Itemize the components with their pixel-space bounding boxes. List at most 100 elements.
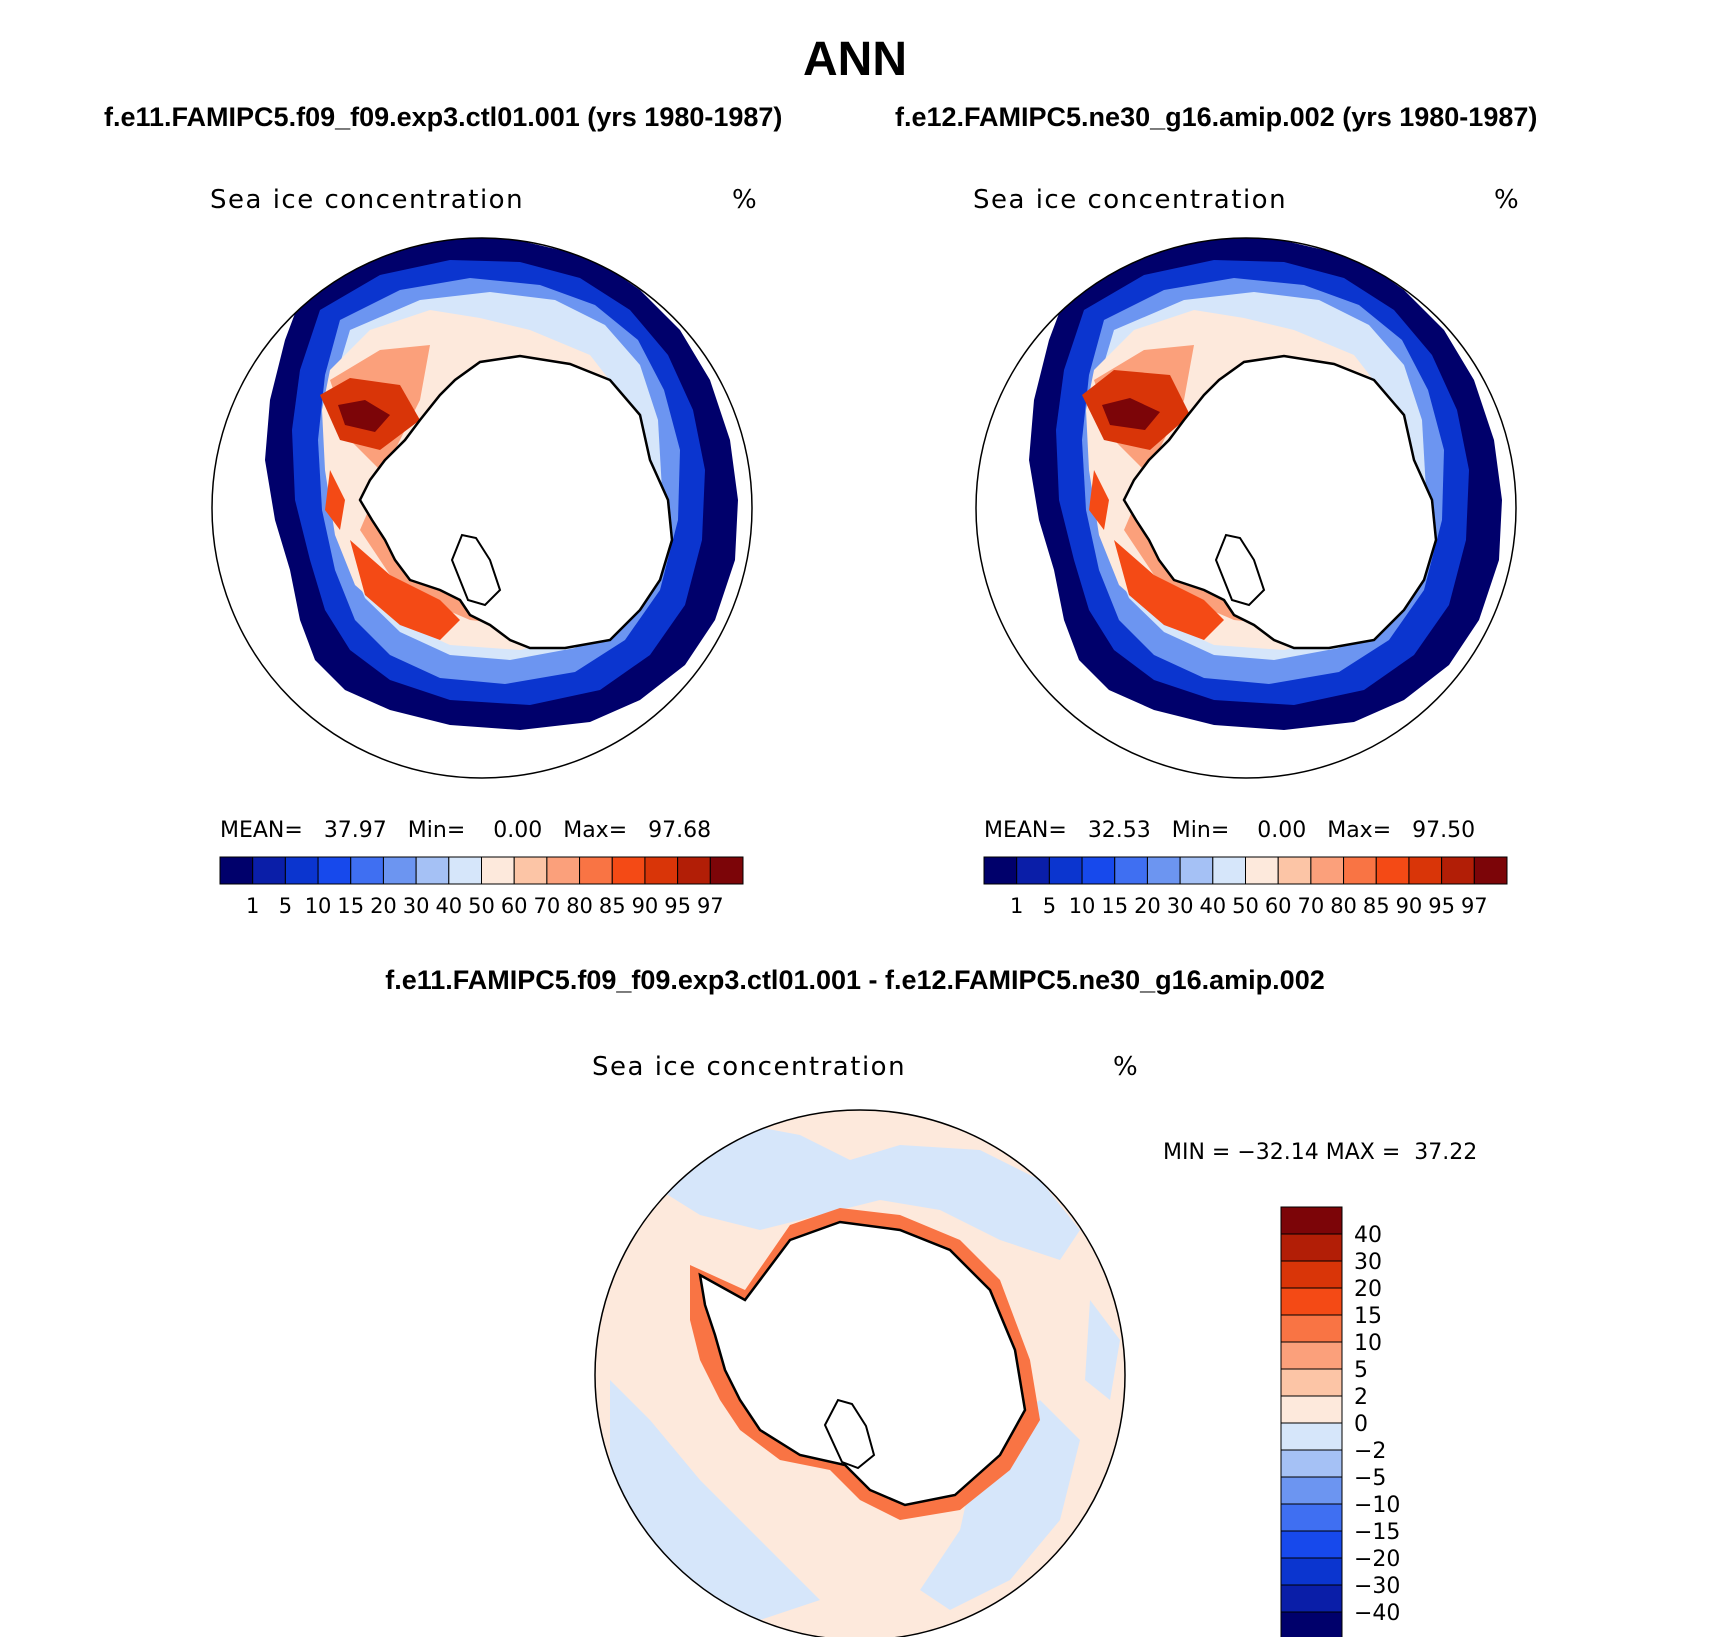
difference-colorbar-swatch — [1280, 1530, 1343, 1559]
difference-colorbar-tick-label: −2 — [1354, 1439, 1386, 1464]
left-case-title: f.e11.FAMIPC5.f09_f09.exp3.ctl01.001 (yr… — [104, 102, 783, 132]
left-mean-value: 37.97 — [323, 818, 387, 843]
left-colorbar: 1 5 10 15 20 30 40 50 60 70 80 85 90 95 97 — [219, 856, 744, 918]
difference-colorbar-swatch — [1280, 1557, 1343, 1586]
right-colorbar-swatch — [1277, 856, 1312, 885]
difference-minmax: MIN = −32.14 MAX = 37.22 — [1163, 1140, 1478, 1165]
left-colorbar-swatch — [350, 856, 384, 885]
difference-colorbar-tick-label: 40 — [1354, 1223, 1382, 1248]
left-colorbar-tick-label: 10 — [305, 894, 332, 918]
right-stats: MEAN= 32.53 Min= 0.00 Max= 97.50 — [984, 818, 1475, 844]
right-colorbar-tick-label: 60 — [1265, 894, 1292, 918]
right-colorbar-swatch — [1408, 856, 1443, 885]
difference-colorbar-swatch — [1280, 1206, 1343, 1235]
left-colorbar-tick-label: 95 — [664, 894, 691, 918]
right-min-label: Min= — [1171, 818, 1230, 843]
left-colorbar-tick-label: 1 — [246, 894, 259, 918]
left-colorbar-tick-label: 50 — [468, 894, 495, 918]
right-colorbar-tick-label: 15 — [1101, 894, 1128, 918]
right-colorbar: 1 5 10 15 20 30 40 50 60 70 80 85 90 95 97 — [983, 856, 1508, 918]
right-colorbar-swatch — [1473, 856, 1508, 885]
right-colorbar-swatch — [1375, 856, 1410, 885]
left-colorbar-tick-label: 70 — [534, 894, 561, 918]
left-min-value: 0.00 — [493, 818, 543, 843]
right-case-title: f.e12.FAMIPC5.ne30_g16.amip.002 (yrs 198… — [895, 102, 1538, 132]
left-polar-map — [211, 237, 753, 779]
difference-colorbar-swatch — [1280, 1260, 1343, 1289]
difference-colorbar-swatch — [1280, 1422, 1343, 1451]
left-colorbar-tick-label: 97 — [697, 894, 724, 918]
left-colorbar-tick-label: 60 — [501, 894, 528, 918]
right-colorbar-swatch — [1081, 856, 1116, 885]
left-colorbar-swatch — [284, 856, 319, 885]
left-units-label: % — [732, 185, 759, 215]
right-colorbar-tick-label: 85 — [1363, 894, 1390, 918]
left-variable-label: Sea ice concentration — [210, 185, 525, 215]
difference-colorbar-swatch — [1280, 1314, 1343, 1343]
left-min-label: Min= — [407, 818, 466, 843]
right-colorbar-tick-label: 95 — [1428, 894, 1455, 918]
right-colorbar-tick-label: 40 — [1199, 894, 1226, 918]
left-max-value: 97.68 — [648, 818, 712, 843]
right-colorbar-tick-label: 80 — [1330, 894, 1357, 918]
left-colorbar-swatch — [481, 856, 515, 885]
left-colorbar-swatch — [415, 856, 450, 885]
difference-colorbar-tick-label: −40 — [1354, 1601, 1400, 1626]
difference-colorbar-swatch — [1280, 1368, 1343, 1397]
right-colorbar-tick-label: 5 — [1043, 894, 1056, 918]
left-colorbar-swatch — [579, 856, 613, 885]
difference-colorbar-swatch — [1280, 1611, 1343, 1637]
left-colorbar-tick-label: 15 — [337, 894, 364, 918]
left-colorbar-swatch — [677, 856, 711, 885]
main-title: ANN — [803, 33, 907, 86]
difference-colorbar-tick-label: −5 — [1354, 1466, 1386, 1491]
right-colorbar-swatch — [1179, 856, 1214, 885]
difference-colorbar-swatch — [1280, 1584, 1343, 1613]
right-max-label: Max= — [1327, 818, 1392, 843]
left-colorbar-swatch — [317, 856, 352, 885]
right-colorbar-tick-label: 50 — [1232, 894, 1259, 918]
right-mean-value: 32.53 — [1087, 818, 1151, 843]
left-colorbar-swatch — [644, 856, 679, 885]
right-colorbar-tick-label: 90 — [1396, 894, 1423, 918]
right-colorbar-swatch — [1114, 856, 1148, 885]
right-colorbar-swatch — [1146, 856, 1181, 885]
right-colorbar-swatch — [1048, 856, 1083, 885]
difference-colorbar-tick-label: 10 — [1354, 1331, 1382, 1356]
left-colorbar-swatch — [546, 856, 581, 885]
left-colorbar-swatch — [382, 856, 417, 885]
left-colorbar-tick-label: 90 — [632, 894, 659, 918]
right-colorbar-swatch — [983, 856, 1018, 885]
right-colorbar-swatch — [1310, 856, 1345, 885]
right-colorbar-swatch — [1343, 856, 1377, 885]
difference-colorbar-swatch — [1280, 1395, 1343, 1424]
left-colorbar-swatch — [252, 856, 286, 885]
left-colorbar-tick-label: 5 — [279, 894, 292, 918]
right-colorbar-tick-label: 70 — [1298, 894, 1325, 918]
right-variable-label: Sea ice concentration — [973, 185, 1288, 215]
right-colorbar-swatch — [1441, 856, 1475, 885]
difference-colorbar-swatch — [1280, 1341, 1343, 1370]
right-colorbar-tick-label: 30 — [1167, 894, 1194, 918]
difference-colorbar-tick-label: −10 — [1354, 1493, 1400, 1518]
right-colorbar-swatch — [1245, 856, 1279, 885]
right-mean-label: MEAN= — [984, 818, 1067, 843]
difference-colorbar-tick-label: 2 — [1354, 1385, 1368, 1410]
difference-colorbar-swatch — [1280, 1503, 1343, 1532]
difference-variable-label: Sea ice concentration — [592, 1052, 907, 1082]
left-colorbar-tick-label: 85 — [599, 894, 626, 918]
left-colorbar-tick-label: 80 — [566, 894, 593, 918]
left-colorbar-swatch — [709, 856, 744, 885]
right-colorbar-tick-label: 1 — [1010, 894, 1023, 918]
right-colorbar-tick-label: 20 — [1134, 894, 1161, 918]
right-colorbar-swatch — [1212, 856, 1246, 885]
left-stats: MEAN= 37.97 Min= 0.00 Max= 97.68 — [220, 818, 711, 844]
left-colorbar-swatch — [219, 856, 254, 885]
difference-colorbar-swatch — [1280, 1476, 1343, 1505]
right-polar-map — [975, 237, 1517, 779]
right-colorbar-tick-label: 10 — [1069, 894, 1096, 918]
difference-polar-map — [594, 1109, 1126, 1637]
right-min-value: 0.00 — [1257, 818, 1307, 843]
